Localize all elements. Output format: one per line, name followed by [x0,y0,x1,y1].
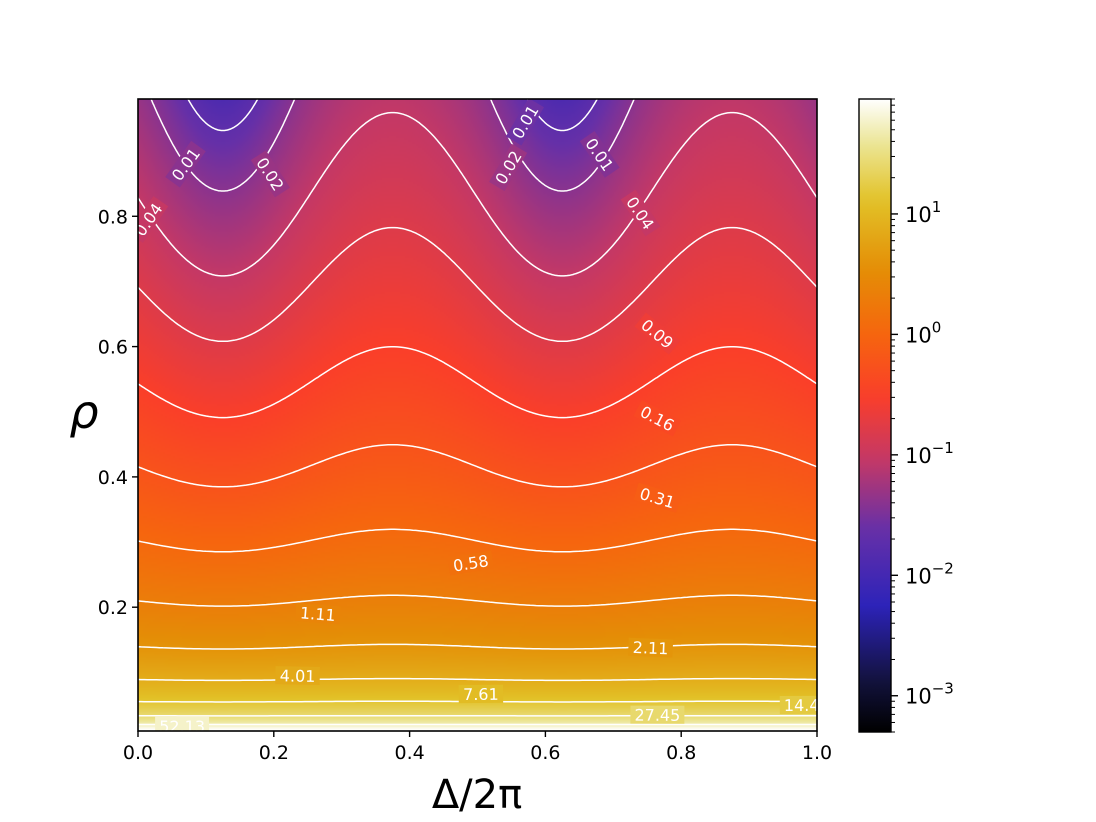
x-tick-label: 0.8 [666,742,696,764]
colorbar-frame [858,98,892,733]
contour-line [138,443,817,488]
contour-label: 2.11 [632,638,668,658]
contour-label-mask [250,150,291,198]
contour-label-group: 14.45 [779,695,830,715]
colorbar-tick-label: 10−2 [905,559,954,588]
y-axis-label: ρ [69,385,98,439]
colorbar-tick-label: 10−1 [905,439,954,468]
contour-label-mask [505,99,545,146]
colorbar-gradient [859,99,891,732]
y-tick-label: 0.4 [98,467,128,489]
contour-label-mask [489,143,528,192]
colorbar-tick-label: 100 [905,318,941,347]
contour-label-group: 4.01 [275,666,320,686]
x-axis-label: Δ/2π [432,772,522,818]
contour-label-group: 7.61 [458,684,504,704]
colorbar-tick-label: 101 [905,198,941,227]
contour-label: 7.61 [463,685,499,704]
contour-label-mask [155,716,210,731]
colorbar: 10−3 10−2 10−1 100 101 [858,98,954,733]
colorbar-tick-label: 10−3 [905,680,954,709]
contour-label-mask [633,400,682,437]
y-tick-label: 0.6 [98,337,128,359]
contour-label-mask [165,140,206,188]
contour-label-mask [634,312,681,355]
contour-line [138,346,817,419]
contour-label-mask [275,666,320,686]
contour-label-mask [628,637,674,658]
contour-label-group: 1.11 [295,602,341,625]
plot-area: 0.010.010.010.02 0.020.04 0.040.090.160.31… [137,98,830,736]
contour-label: 52.13 [159,717,205,736]
contour-line [138,528,817,553]
contour-label-mask [630,705,685,724]
heatmap-image [138,99,817,731]
x-tick-label: 0.0 [123,742,153,764]
contour-label-group: 27.45 [630,705,685,725]
contour-line [138,594,817,607]
y-tick-label: 0.8 [98,206,128,228]
contour-label-mask [295,602,341,625]
plot-frame [137,98,818,732]
contour-label-mask [620,189,661,237]
contour-label-mask [633,482,682,513]
y-tick-label: 0.2 [98,597,128,619]
x-tick-label: 1.0 [802,742,832,764]
contour-line [138,700,817,703]
contour-lines [138,99,817,726]
x-axis: 0.0 0.2 0.4 0.6 0.8 1.0 [123,731,832,764]
contour-label-group: 52.13 [155,716,210,736]
contour-label: 14.45 [784,696,830,715]
contour-label: 1.11 [299,603,336,625]
contour-label: 4.01 [280,666,316,686]
contour-label-mask [579,131,620,178]
contour-label-mask [458,684,504,704]
y-axis: 0.2 0.4 0.6 0.8 [98,206,138,619]
contour-label-group: 2.11 [628,637,674,658]
contour-label: 27.45 [634,706,680,725]
x-tick-label: 0.6 [530,742,560,764]
contour-label-mask [447,550,495,576]
x-tick-label: 0.4 [394,742,424,764]
x-tick-label: 0.2 [259,742,289,764]
contour-line [138,226,817,343]
colorbar-ticks: 10−3 10−2 10−1 100 101 [891,98,954,733]
contour-line [138,111,817,277]
contour-label-mask [779,695,817,715]
